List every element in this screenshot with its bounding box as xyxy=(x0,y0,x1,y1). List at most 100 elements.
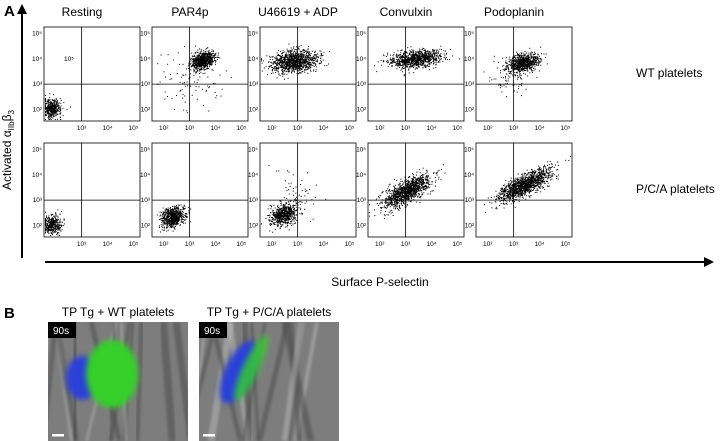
event-dot xyxy=(290,64,292,66)
event-dot xyxy=(292,67,294,69)
event-dot xyxy=(405,61,407,63)
event-dot xyxy=(539,60,541,62)
event-dot xyxy=(287,62,289,64)
event-dot xyxy=(45,106,46,107)
event-dot xyxy=(401,68,403,70)
event-dot xyxy=(510,71,512,72)
event-dot xyxy=(213,52,215,54)
event-dot xyxy=(422,62,424,64)
event-dot xyxy=(317,57,319,58)
event-dot xyxy=(217,56,219,58)
event-dot xyxy=(403,63,405,65)
event-dot xyxy=(531,52,533,53)
event-dot xyxy=(527,75,529,77)
event-dot xyxy=(504,69,506,71)
event-dot xyxy=(203,69,205,71)
event-dot xyxy=(199,60,200,62)
event-dot xyxy=(512,63,514,64)
x-tick-label: 10⁵ xyxy=(237,125,247,132)
event-dot xyxy=(287,58,289,60)
event-dot xyxy=(408,53,410,55)
event-dot xyxy=(404,56,406,58)
event-dot xyxy=(518,54,520,56)
event-dot xyxy=(209,59,211,60)
event-dot xyxy=(61,229,63,231)
event-dot xyxy=(430,62,432,64)
event-dot xyxy=(207,56,209,58)
event-dot xyxy=(294,66,296,68)
event-dot xyxy=(289,60,291,62)
event-dot xyxy=(512,57,514,59)
event-dot xyxy=(315,60,317,62)
event-dot xyxy=(397,56,399,58)
event-dot xyxy=(530,68,532,70)
event-dot xyxy=(414,60,416,62)
event-dot xyxy=(514,57,516,58)
event-dot xyxy=(291,71,293,73)
event-dot xyxy=(519,61,521,63)
event-dot xyxy=(53,114,55,116)
event-dot xyxy=(58,108,59,110)
event-dot xyxy=(185,68,187,70)
event-dot xyxy=(45,95,46,96)
event-dot xyxy=(435,63,437,65)
event-dot xyxy=(196,65,198,66)
event-dot xyxy=(517,76,519,78)
event-dot xyxy=(209,61,210,63)
event-dot xyxy=(53,99,55,101)
event-dot xyxy=(408,62,410,64)
event-dot xyxy=(527,64,529,66)
event-dot xyxy=(446,59,448,60)
event-dot xyxy=(538,70,540,72)
event-dot xyxy=(303,55,305,57)
event-dot xyxy=(170,74,171,76)
event-dot xyxy=(205,89,207,91)
event-dot xyxy=(48,118,50,120)
event-dot xyxy=(60,105,62,107)
event-dot xyxy=(540,46,542,48)
event-dot xyxy=(304,69,306,71)
event-dot xyxy=(51,217,53,219)
event-dot xyxy=(193,55,195,57)
event-dot xyxy=(418,63,419,65)
event-dot xyxy=(317,61,319,63)
event-dot xyxy=(198,62,200,64)
event-dot xyxy=(533,58,535,60)
event-dot xyxy=(304,51,306,53)
event-dot xyxy=(45,114,47,116)
event-dot xyxy=(180,89,182,91)
event-dot xyxy=(301,50,303,52)
event-dot xyxy=(520,69,522,71)
event-dot xyxy=(527,62,528,64)
event-dot xyxy=(199,62,201,64)
event-dot xyxy=(291,65,293,67)
event-dot xyxy=(403,61,405,63)
event-dot xyxy=(315,71,317,72)
event-dot xyxy=(508,64,510,66)
event-dot xyxy=(427,55,429,57)
event-dot xyxy=(505,77,506,79)
event-dot xyxy=(47,107,49,109)
event-dot xyxy=(56,221,58,223)
event-dot xyxy=(405,62,407,64)
event-dot xyxy=(57,232,59,234)
event-dot xyxy=(414,59,416,61)
event-dot xyxy=(538,62,540,64)
event-dot xyxy=(517,70,519,72)
event-dot xyxy=(412,58,414,60)
plot-frame xyxy=(43,142,141,238)
event-dot xyxy=(527,52,529,54)
event-dot xyxy=(198,65,200,67)
event-dot xyxy=(201,59,203,60)
event-dot xyxy=(209,54,211,56)
event-dot xyxy=(528,54,529,56)
event-dot xyxy=(403,56,405,58)
event-dot xyxy=(520,57,522,59)
event-dot xyxy=(45,111,46,113)
event-dot xyxy=(51,101,52,103)
event-dot xyxy=(388,63,390,65)
event-dot xyxy=(57,209,59,211)
event-dot xyxy=(51,234,53,235)
event-dot xyxy=(502,57,503,59)
event-dot xyxy=(425,65,427,67)
